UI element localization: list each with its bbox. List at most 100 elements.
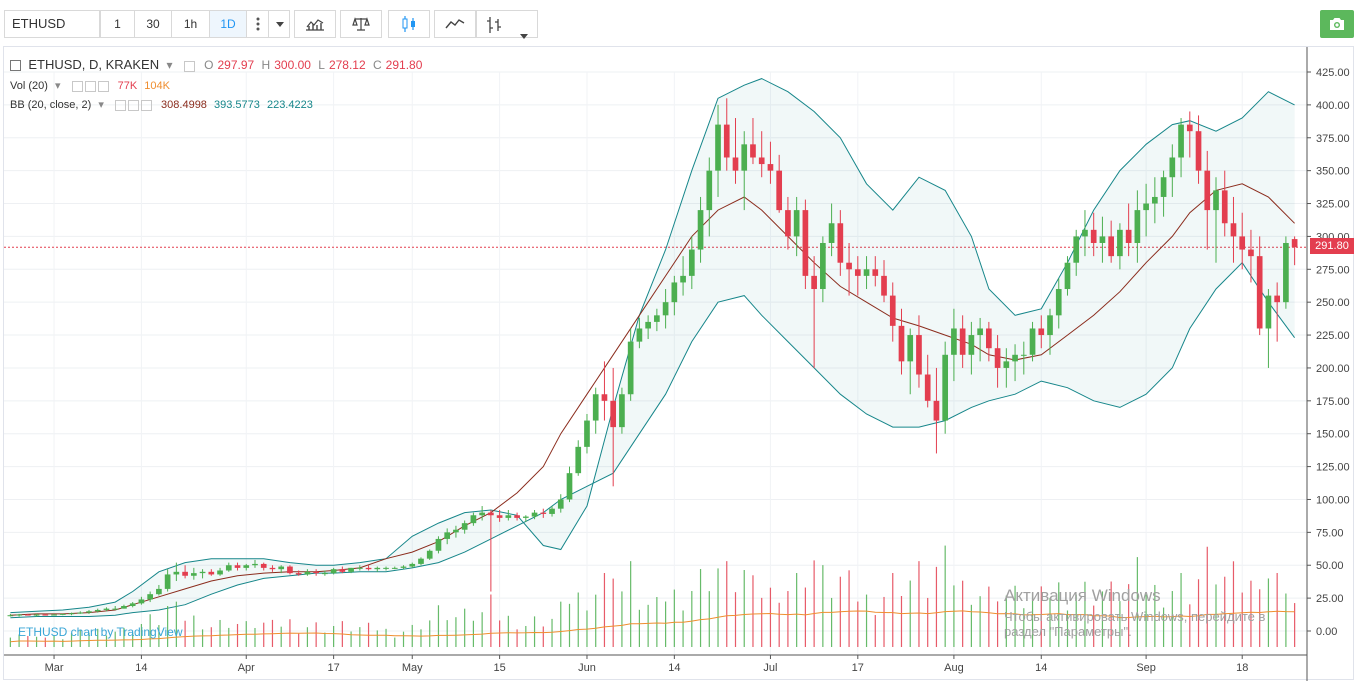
volume-bars	[9, 545, 1296, 647]
bb-controls-icon[interactable]	[114, 99, 154, 111]
volume-bar	[263, 622, 265, 647]
symbol-input[interactable]: ETHUSD	[4, 10, 100, 38]
price-axis[interactable]: 425.00400.00375.00350.00325.00300.00275.…	[1306, 47, 1350, 681]
candle-body	[322, 573, 328, 575]
compare-icon[interactable]	[340, 10, 382, 38]
candle-body	[1265, 295, 1272, 329]
volume-bar	[1128, 584, 1130, 647]
volume-bar	[184, 620, 186, 647]
open-label: O	[204, 58, 214, 72]
volume-bar	[376, 630, 378, 647]
close-value: 291.80	[385, 58, 423, 72]
timeframe-1[interactable]: 1	[101, 11, 135, 37]
legend-dropdown-icon[interactable]: ▾	[166, 58, 173, 72]
volume-bar	[507, 615, 509, 647]
price-tick-label: 175.00	[1316, 396, 1350, 408]
more-vertical-icon[interactable]	[247, 11, 269, 37]
candle-body	[907, 335, 914, 362]
candle-body	[426, 550, 433, 559]
volume-bar	[647, 604, 649, 647]
candle-body	[59, 613, 66, 615]
candle-body	[51, 614, 57, 616]
volume-bar	[603, 573, 606, 647]
legend-collapse-icon[interactable]	[10, 60, 21, 72]
candle-body	[243, 565, 250, 568]
bb-dropdown-icon[interactable]: ▾	[98, 99, 104, 111]
bar-style-icon[interactable]	[483, 16, 505, 34]
chart-canvas[interactable]: 425.00 400.00 375.00 350.00 325.00 300.00 275.…	[4, 47, 1355, 681]
timeframe-group: 1 30 1h 1D	[100, 10, 290, 38]
line-chart-icon[interactable]	[434, 10, 476, 38]
volume-bar	[228, 627, 230, 647]
timeframe-1d[interactable]: 1D	[210, 11, 247, 37]
volume-bar	[1040, 586, 1042, 647]
candle-body	[1291, 239, 1298, 248]
candle-body	[435, 538, 442, 551]
volume-bar	[813, 560, 815, 647]
candle-body	[968, 335, 975, 355]
chart-panel[interactable]: 425.00 400.00 375.00 350.00 325.00 300.00 275.…	[3, 46, 1355, 681]
candles-icon[interactable]	[388, 10, 430, 38]
candle-body	[1090, 229, 1097, 243]
price-tick-label: 350.00	[1316, 166, 1350, 178]
timeframe-1h[interactable]: 1h	[172, 11, 210, 37]
candle-body	[33, 614, 40, 616]
volume-controls-icon[interactable]	[71, 80, 111, 92]
candle-body	[260, 563, 267, 568]
volume-bar	[857, 601, 859, 647]
candle-body	[138, 599, 145, 604]
price-tick-label: 225.00	[1316, 330, 1350, 342]
candle-body	[1073, 236, 1080, 263]
time-tick-label: Apr	[238, 662, 255, 674]
dropdown-icon[interactable]	[519, 22, 529, 39]
candle-body	[1230, 223, 1237, 237]
volume-bar	[324, 632, 326, 647]
volume-bar	[900, 595, 903, 647]
high-value: 300.00	[274, 58, 311, 72]
candle-body	[557, 499, 564, 509]
volume-bar	[1110, 581, 1112, 647]
volume-value: 77K	[117, 80, 138, 92]
windows-watermark-line2: Чтобы активировать Windows, перейдите в	[1004, 609, 1266, 624]
volume-bar	[1206, 546, 1208, 647]
candle-body	[758, 157, 765, 165]
candle-body	[723, 124, 730, 158]
low-label: L	[318, 58, 325, 72]
candle-body	[994, 348, 1001, 368]
candle-body	[924, 374, 931, 401]
indicators-icon[interactable]	[294, 10, 336, 38]
dropdown-icon[interactable]	[269, 11, 291, 37]
bb-lower-line	[10, 261, 1296, 619]
candle-body	[208, 571, 215, 575]
volume-bar	[796, 573, 798, 647]
open-value: 297.97	[217, 58, 255, 72]
candle-body	[688, 249, 695, 276]
volume-bar	[70, 632, 73, 647]
candle-body	[610, 400, 617, 428]
candle-body	[313, 571, 319, 574]
candle-body	[444, 532, 451, 539]
legend-main: ETHUSD, D, KRAKEN ▾ O 297.97 H 300.00 L 278…	[10, 57, 426, 73]
candle-body	[889, 295, 896, 326]
candle-body	[94, 609, 101, 612]
tradingview-watermark[interactable]: ETHUSD chart by TradingView	[18, 625, 183, 639]
volume-bar	[830, 597, 833, 647]
volume-bar	[44, 637, 46, 647]
camera-icon[interactable]	[1320, 10, 1354, 38]
volume-bar	[988, 586, 990, 647]
candle-body	[86, 611, 92, 613]
volume-bar	[175, 601, 177, 647]
candle-body	[1125, 229, 1132, 243]
timeframe-30[interactable]: 30	[135, 11, 172, 37]
candle-body	[828, 223, 835, 243]
volume-bar	[359, 627, 361, 647]
volume-bar	[743, 570, 745, 647]
volume-bar	[236, 623, 239, 647]
time-axis[interactable]: Mar 14 Apr 17 May 15 Jun 14 Jul 17 Aug 14 Sep 18	[4, 654, 1307, 674]
volume-bar	[79, 629, 81, 647]
volume-dropdown-icon[interactable]: ▾	[54, 80, 61, 92]
legend-settings-icon[interactable]	[183, 59, 197, 73]
volume-bar	[778, 602, 780, 647]
high-label: H	[261, 58, 271, 72]
volume-bar	[140, 623, 143, 647]
